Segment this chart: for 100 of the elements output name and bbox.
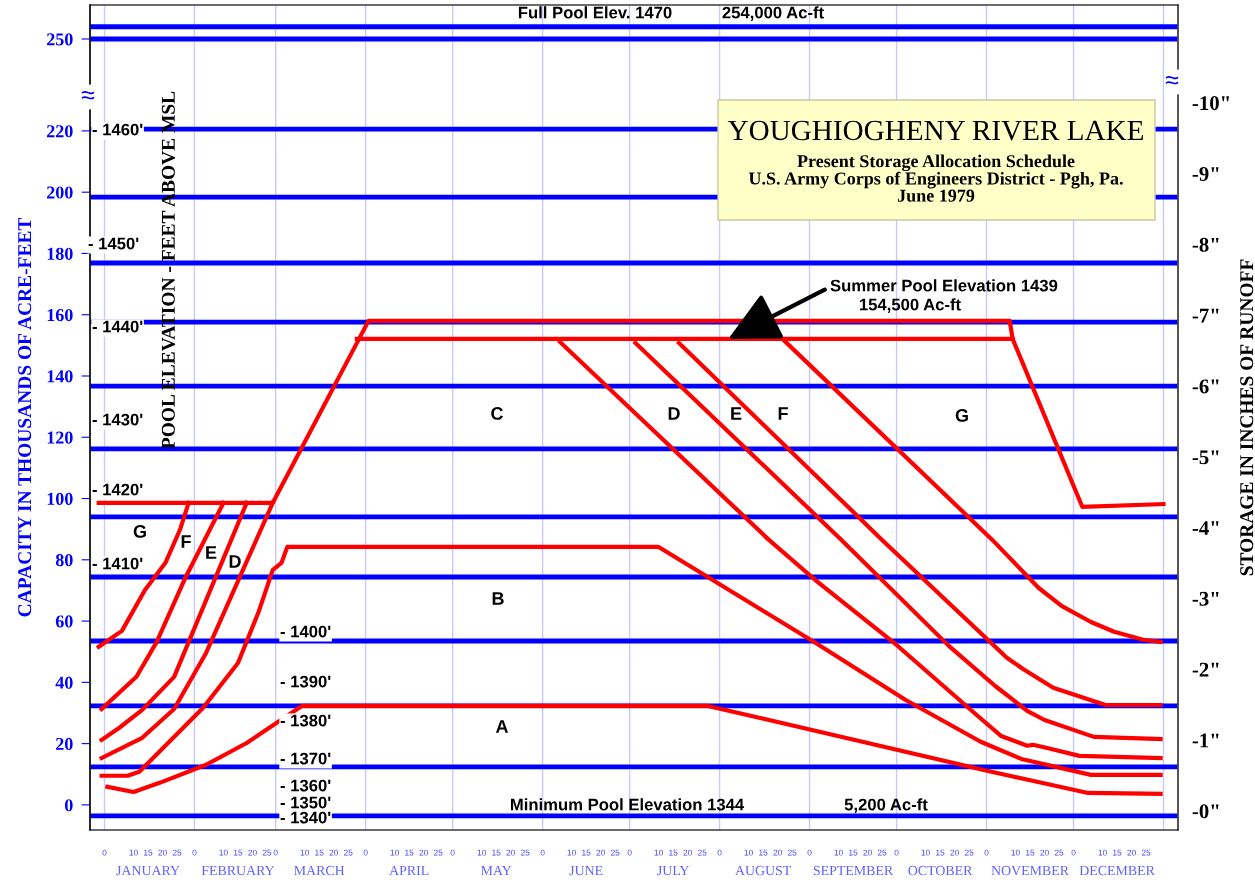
y2-tick-label: -3" bbox=[1192, 591, 1219, 606]
x-tick-label: 15 bbox=[849, 849, 858, 856]
annotation: Summer Pool Elevation 1439 bbox=[830, 279, 1058, 292]
x-tick-label: 10 bbox=[129, 849, 138, 856]
annotation: - 1370' bbox=[280, 752, 331, 765]
annotation: B bbox=[492, 592, 504, 605]
y-tick-label: 200 bbox=[47, 186, 73, 199]
annotation: D bbox=[229, 555, 241, 568]
x-tick-label: 0 bbox=[894, 849, 899, 856]
text: YOUGHIOGHENY RIVER LAKE bbox=[727, 120, 1143, 141]
x2-tick-label: JULY bbox=[657, 865, 690, 876]
y-tick-label: 180 bbox=[47, 247, 73, 260]
x-tick-label: 20 bbox=[950, 849, 959, 856]
y2-tick-label: -1" bbox=[1192, 733, 1219, 748]
x2-tick-label: DECEMBER bbox=[1079, 865, 1155, 876]
x-tick-label: 15 bbox=[405, 849, 414, 856]
annotation: G bbox=[955, 409, 968, 422]
y-tick-label: 220 bbox=[47, 125, 73, 138]
x-tick-label: 20 bbox=[683, 849, 692, 856]
x2-tick-label: MARCH bbox=[294, 865, 345, 876]
x-tick-label: 25 bbox=[964, 849, 974, 856]
annotation: A bbox=[495, 720, 509, 733]
y2-tick-label: -6" bbox=[1192, 379, 1219, 394]
y2-tick-label: -8" bbox=[1192, 237, 1219, 252]
annotation: E bbox=[731, 407, 742, 420]
x-tick-label: 10 bbox=[1098, 849, 1107, 856]
x-tick-label: 20 bbox=[419, 849, 428, 856]
x-tick-label: 15 bbox=[582, 849, 591, 856]
y2-tick-label: -9" bbox=[1192, 166, 1219, 181]
y-tick-label: 140 bbox=[47, 370, 73, 383]
y-tick-label: 80 bbox=[55, 554, 73, 567]
y-tick-label: 20 bbox=[56, 737, 73, 751]
annotation: POOL ELEVATION - FEET ABOVE MSL bbox=[161, 91, 175, 449]
x-tick-label: 25 bbox=[172, 849, 182, 856]
y-tick-label: 160 bbox=[47, 308, 73, 322]
x2-tick-label: NOVEMBER bbox=[991, 865, 1069, 876]
x-tick-label: 20 bbox=[1127, 849, 1136, 856]
annotation: F bbox=[778, 407, 788, 420]
x-tick-label: 15 bbox=[669, 849, 678, 856]
annotation: 5,200 Ac-ft bbox=[844, 798, 928, 813]
x-tick-label: 0 bbox=[984, 849, 989, 856]
x2-tick-label: JANUARY bbox=[116, 865, 180, 876]
x-tick-label: 10 bbox=[744, 849, 753, 856]
y2-tick-label: -7" bbox=[1192, 308, 1219, 323]
x-tick-label: 25 bbox=[1054, 849, 1064, 856]
x-tick-label: 15 bbox=[759, 849, 768, 856]
x-tick-label: 15 bbox=[1026, 849, 1035, 856]
annotation: - 1440' bbox=[92, 320, 143, 333]
annotation: - 1410' bbox=[92, 557, 143, 570]
annotation: E bbox=[206, 546, 217, 559]
x-tick-label: 25 bbox=[262, 849, 272, 856]
x2-tick-label: JUNE bbox=[569, 865, 603, 876]
y2-tick-label: -2" bbox=[1192, 662, 1219, 677]
x-tick-label: 25 bbox=[697, 849, 707, 856]
x-tick-label: 15 bbox=[233, 849, 243, 856]
x-tick-label: 20 bbox=[1040, 849, 1049, 856]
y-tick-label: 120 bbox=[47, 431, 73, 444]
annotation: - 1460' bbox=[92, 123, 143, 136]
annotation: - 1430' bbox=[92, 413, 143, 426]
annotation: - 1390' bbox=[280, 675, 331, 688]
x-tick-label: 10 bbox=[477, 849, 486, 856]
y-tick-label: 0 bbox=[64, 799, 73, 812]
y2-tick-label: -0" bbox=[1192, 804, 1219, 819]
annotation: - 1380' bbox=[280, 714, 331, 727]
y-tick-label: 40 bbox=[55, 676, 73, 689]
x-tick-label: 20 bbox=[863, 849, 872, 856]
x-tick-label: 0 bbox=[1071, 849, 1076, 856]
y-tick-label: 100 bbox=[47, 492, 73, 505]
annotation: D bbox=[668, 407, 680, 420]
x-tick-label: 20 bbox=[158, 849, 167, 856]
x-tick-label: 0 bbox=[192, 849, 197, 856]
annotation: - 1400' bbox=[280, 625, 331, 638]
text: Present Storage Allocation Schedule U.S. Army Corps of Engineers District - Pgh, Pa. June 1979 bbox=[748, 154, 1123, 202]
y2-tick-label: -4" bbox=[1192, 521, 1219, 535]
x-tick-label: 0 bbox=[273, 849, 278, 856]
x-tick-label: 20 bbox=[596, 849, 605, 856]
x-tick-label: 0 bbox=[807, 849, 812, 856]
annotation: Full Pool Elev. 1470 bbox=[518, 6, 672, 19]
y-tick-label: 250 bbox=[47, 33, 73, 46]
x-tick-label: 0 bbox=[717, 849, 722, 856]
x-tick-label: 25 bbox=[433, 849, 443, 856]
x-tick-label: 20 bbox=[248, 849, 257, 856]
x-tick-label: 25 bbox=[877, 849, 887, 856]
x-tick-label: 25 bbox=[1141, 849, 1151, 856]
y-axis-title: CAPACITY IN THOUSANDS OF ACRE-FEET bbox=[18, 217, 32, 617]
x-tick-label: 0 bbox=[363, 849, 368, 856]
annotation: G bbox=[133, 525, 146, 538]
x2-tick-label: FEBRUARY bbox=[201, 865, 275, 876]
y2-axis-title: STORAGE IN INCHES OF RUNOFF bbox=[1240, 259, 1254, 576]
annotation: - 1420' bbox=[92, 483, 143, 496]
x-tick-label: 0 bbox=[627, 849, 632, 856]
x-tick-label: 15 bbox=[315, 849, 324, 856]
annotation: F bbox=[181, 535, 191, 548]
x2-tick-label: OCTOBER bbox=[908, 865, 973, 876]
x2-tick-label: SEPTEMBER bbox=[813, 865, 894, 876]
annotation: - 1350' bbox=[280, 796, 331, 809]
x-tick-label: 10 bbox=[834, 849, 843, 856]
y2-tick-label: -5" bbox=[1192, 450, 1219, 465]
x-tick-label: 0 bbox=[102, 849, 107, 856]
y2-tick-label: -10" bbox=[1192, 96, 1229, 111]
